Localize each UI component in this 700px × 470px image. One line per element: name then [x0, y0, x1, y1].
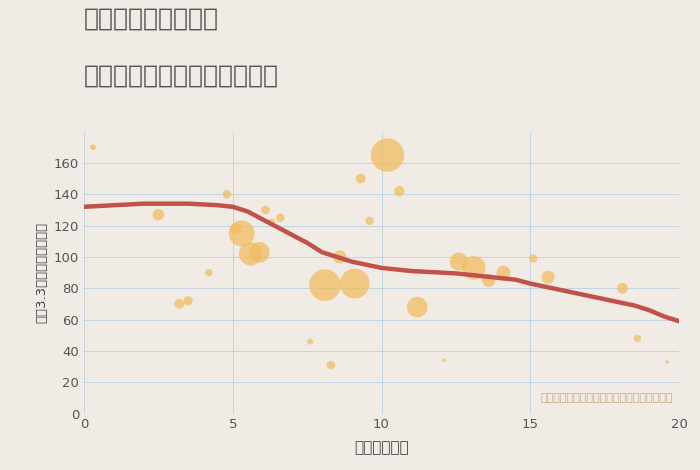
Point	[662, 358, 673, 366]
Text: 円の大きさは、取引のあった物件面積を示す: 円の大きさは、取引のあった物件面積を示す	[540, 392, 673, 403]
Point	[542, 274, 554, 281]
Y-axis label: 坪（3.3㎡）単価（万円）: 坪（3.3㎡）単価（万円）	[35, 222, 48, 323]
Text: 駅距離別中古マンション価格: 駅距離別中古マンション価格	[84, 63, 279, 87]
Point	[393, 188, 405, 195]
Point	[412, 303, 423, 311]
Point	[498, 269, 509, 276]
Point	[221, 190, 232, 198]
Point	[483, 277, 494, 284]
Point	[326, 361, 337, 369]
Point	[245, 250, 256, 258]
Point	[266, 219, 277, 226]
Point	[274, 214, 286, 221]
Point	[88, 143, 99, 151]
Point	[632, 335, 643, 342]
Point	[468, 264, 480, 272]
Point	[153, 211, 164, 219]
Point	[304, 338, 316, 345]
Point	[617, 284, 628, 292]
Point	[382, 151, 393, 159]
Point	[319, 282, 330, 289]
Point	[355, 175, 366, 182]
Point	[230, 225, 241, 233]
Point	[260, 206, 271, 214]
Point	[236, 230, 247, 237]
Point	[349, 280, 360, 287]
Point	[528, 255, 539, 262]
Text: 千葉県柏市五條谷の: 千葉県柏市五條谷の	[84, 7, 219, 31]
Point	[438, 357, 449, 364]
X-axis label: 駅距離（分）: 駅距離（分）	[354, 440, 409, 455]
Point	[454, 258, 465, 266]
Point	[203, 269, 214, 276]
Point	[174, 300, 185, 308]
Point	[254, 249, 265, 256]
Point	[335, 253, 346, 261]
Point	[183, 297, 194, 305]
Point	[364, 217, 375, 225]
